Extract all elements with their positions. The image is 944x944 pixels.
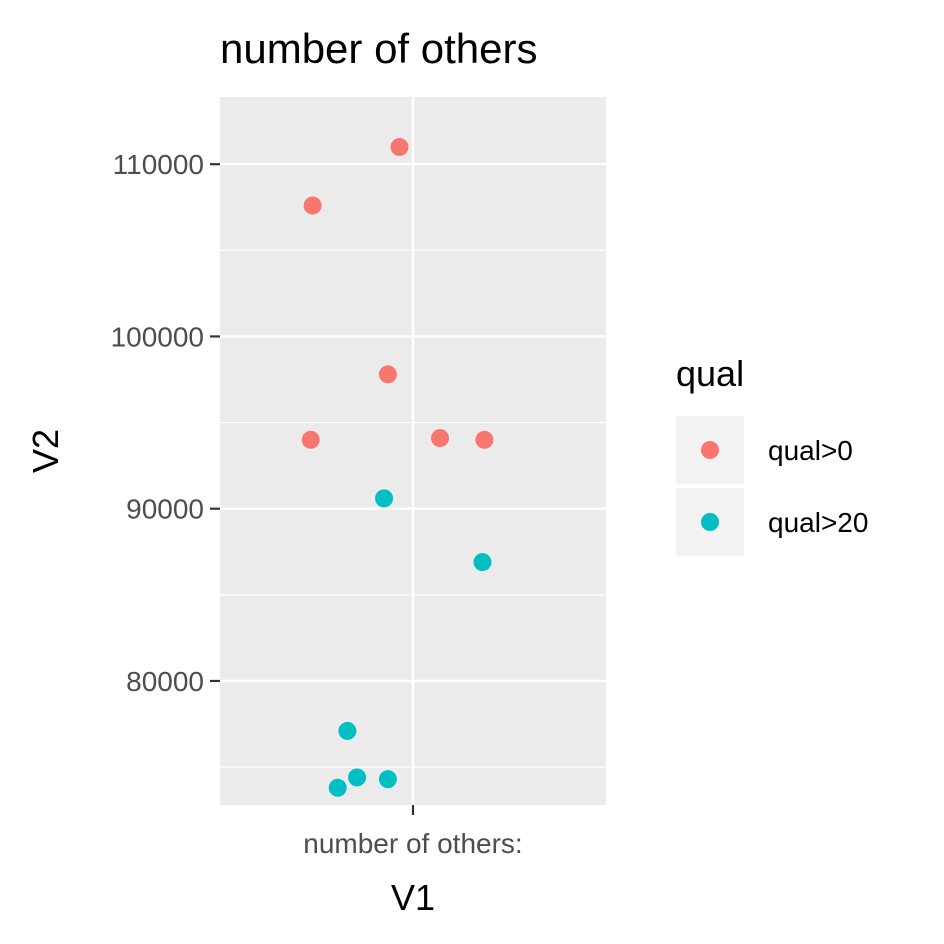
legend-key-point	[701, 513, 719, 531]
y-tick-label: 110000	[113, 149, 204, 180]
y-axis: 80000 90000 100000 110000	[111, 149, 220, 697]
y-tick-label: 100000	[111, 321, 204, 352]
x-tick-label: number of others:	[303, 828, 522, 859]
data-point	[378, 770, 397, 789]
x-axis-title: V1	[391, 877, 435, 918]
data-point	[375, 489, 394, 508]
legend-label: qual>0	[768, 435, 853, 466]
data-point	[303, 196, 322, 215]
legend-key-point	[701, 441, 719, 459]
y-tick-label: 90000	[126, 494, 204, 525]
chart-title: number of others	[220, 25, 538, 72]
data-point	[473, 553, 492, 572]
x-axis: number of others:	[303, 805, 523, 859]
data-point	[328, 778, 347, 797]
data-point	[431, 429, 450, 448]
data-point	[390, 137, 409, 156]
data-point	[301, 430, 320, 449]
legend-title: qual	[676, 353, 744, 394]
data-point	[475, 430, 494, 449]
legend-label: qual>20	[768, 507, 868, 538]
data-point	[348, 768, 367, 787]
legend: qual qual>0 qual>20	[676, 353, 868, 556]
y-axis-title: V2	[25, 429, 66, 473]
data-points	[301, 137, 494, 797]
y-tick-label: 80000	[126, 666, 204, 697]
grid-major	[220, 97, 606, 805]
data-point	[338, 721, 357, 740]
data-point	[378, 365, 397, 384]
